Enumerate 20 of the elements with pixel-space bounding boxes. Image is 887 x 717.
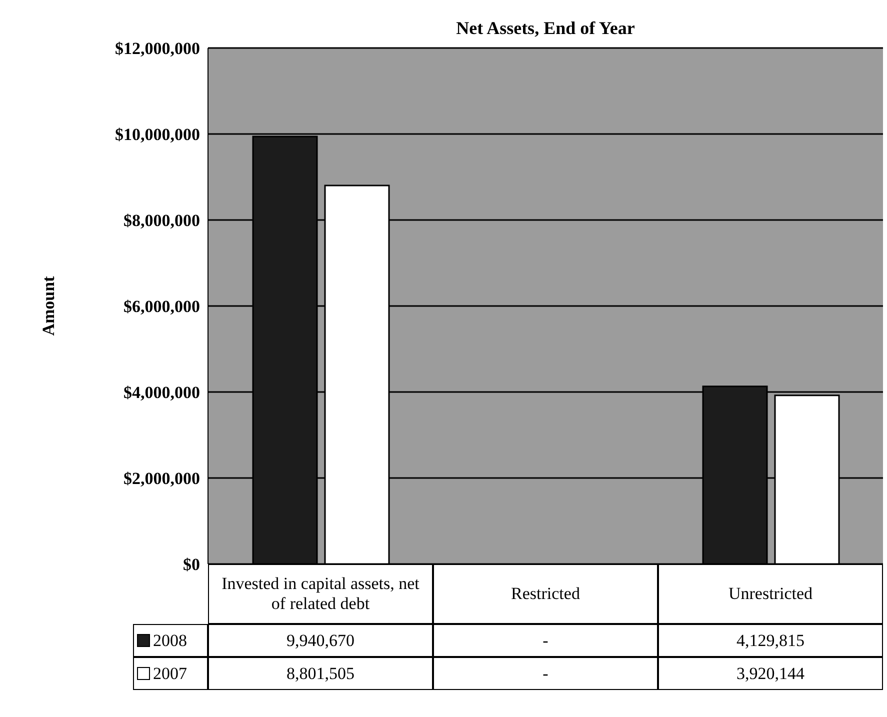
y-tick-label: $8,000,000 <box>124 211 200 230</box>
y-tick-label: $12,000,000 <box>115 39 200 58</box>
y-tick-label: $2,000,000 <box>124 469 200 488</box>
x-tick-label: Restricted <box>433 564 658 624</box>
data-label: 3,920,144 <box>658 657 883 690</box>
data-label: 8,801,505 <box>208 657 433 690</box>
legend-label: 2007 <box>133 657 208 690</box>
chart-title: Net Assets, End of Year <box>455 18 636 39</box>
data-label: 9,940,670 <box>208 624 433 657</box>
text: - <box>542 630 548 650</box>
data-label: 4,129,815 <box>658 624 883 657</box>
text: - <box>542 664 548 682</box>
y-tick-label: $0 <box>183 555 200 574</box>
y-tick-label: $10,000,000 <box>115 125 200 144</box>
y-tick-label: $4,000,000 <box>124 383 200 402</box>
legend-label: 2008 <box>133 624 208 657</box>
x-tick-label: Unrestricted <box>658 564 883 624</box>
y-tick-label: $6,000,000 <box>124 297 200 316</box>
x-tick-label: Invested in capital assets, net of related debt <box>208 564 433 624</box>
y-axis-title: Amount <box>39 276 58 336</box>
